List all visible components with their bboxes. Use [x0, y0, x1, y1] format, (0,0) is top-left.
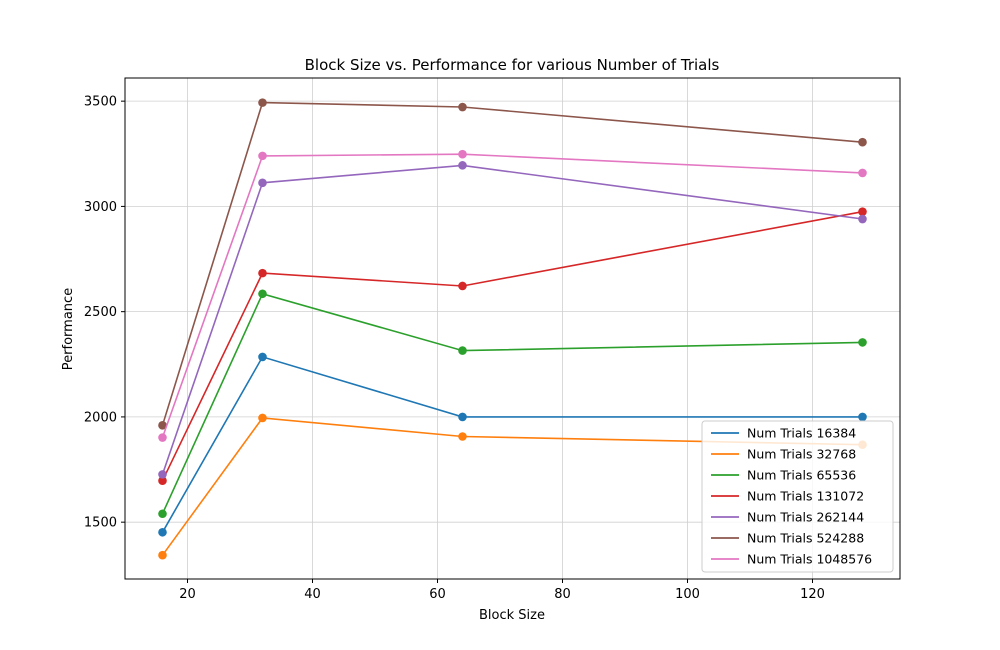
data-point [858, 214, 867, 224]
series-line [161, 164, 863, 475]
series-line [161, 153, 863, 438]
y-tick-label: 3500 [84, 95, 117, 110]
legend-item: Num Trials 131072 [711, 489, 864, 504]
data-point [158, 476, 167, 485]
data-point [858, 207, 867, 216]
series-3 [158, 289, 867, 519]
legend-item: Num Trials 524288 [711, 531, 864, 546]
data-point [458, 102, 467, 112]
legend-item: Num Trials 16384 [711, 426, 856, 441]
legend-item: Num Trials 65536 [711, 468, 856, 483]
legend-item: Num Trials 262144 [711, 510, 864, 525]
data-point [258, 268, 267, 278]
legend-label: Num Trials 1048576 [747, 552, 872, 567]
data-point [458, 149, 467, 159]
x-tick-label: 40 [304, 587, 321, 602]
data-point [158, 527, 167, 537]
data-point [158, 421, 167, 430]
series-line [161, 417, 863, 556]
data-point [458, 346, 467, 355]
data-point [258, 151, 267, 161]
series-group [158, 98, 867, 560]
data-point [858, 338, 867, 347]
legend-label: Num Trials 65536 [747, 468, 856, 483]
data-point [158, 550, 167, 560]
legend-item: Num Trials 1048576 [711, 552, 872, 567]
plot-frame [124, 77, 901, 580]
data-point [858, 137, 867, 147]
x-axis-label: Block Size [479, 608, 545, 623]
data-point [258, 178, 267, 188]
series-line [161, 292, 863, 515]
data-point [858, 168, 867, 178]
x-tick-label: 100 [675, 587, 700, 602]
legend-label: Num Trials 524288 [747, 531, 864, 546]
x-tick-label: 120 [800, 587, 825, 602]
series-line [161, 101, 863, 426]
data-point [258, 352, 267, 362]
y-axis-ticks: 1500 2000 2500 3000 3500 [84, 95, 125, 531]
data-point [458, 432, 467, 441]
x-tick-label: 20 [179, 587, 196, 602]
legend-label: Num Trials 131072 [747, 489, 864, 504]
legend-label: Num Trials 262144 [747, 510, 864, 525]
y-tick-label: 3000 [84, 200, 117, 215]
data-point [258, 413, 267, 423]
legend-item: Num Trials 32768 [711, 447, 856, 462]
series-4 [158, 207, 867, 485]
x-axis-ticks: 20 40 60 80 100 120 [179, 579, 825, 602]
series-5 [158, 161, 867, 479]
data-point [858, 412, 867, 422]
series-7 [158, 149, 867, 442]
data-point [458, 412, 467, 422]
x-tick-label: 60 [429, 587, 446, 602]
legend-label: Num Trials 16384 [747, 426, 856, 441]
y-tick-label: 2500 [84, 305, 117, 320]
data-point [258, 98, 267, 107]
series-line [161, 355, 863, 533]
data-point [158, 470, 167, 479]
legend-label: Num Trials 32768 [747, 447, 856, 462]
legend-box [701, 420, 894, 573]
series-1 [158, 352, 867, 537]
x-tick-label: 80 [554, 587, 571, 602]
chart-title: Block Size vs. Performance for various N… [305, 56, 720, 74]
data-point [258, 289, 267, 299]
data-point [458, 161, 467, 170]
series-line [161, 210, 863, 482]
data-point [158, 509, 167, 519]
legend: Num Trials 16384 Num Trials 32768 Num Tria… [701, 420, 894, 573]
y-axis-label: Performance [61, 288, 76, 370]
data-point [158, 433, 167, 442]
series-6 [158, 98, 867, 430]
y-tick-label: 2000 [84, 410, 117, 425]
y-tick-label: 1500 [84, 516, 117, 531]
data-point [458, 281, 467, 291]
